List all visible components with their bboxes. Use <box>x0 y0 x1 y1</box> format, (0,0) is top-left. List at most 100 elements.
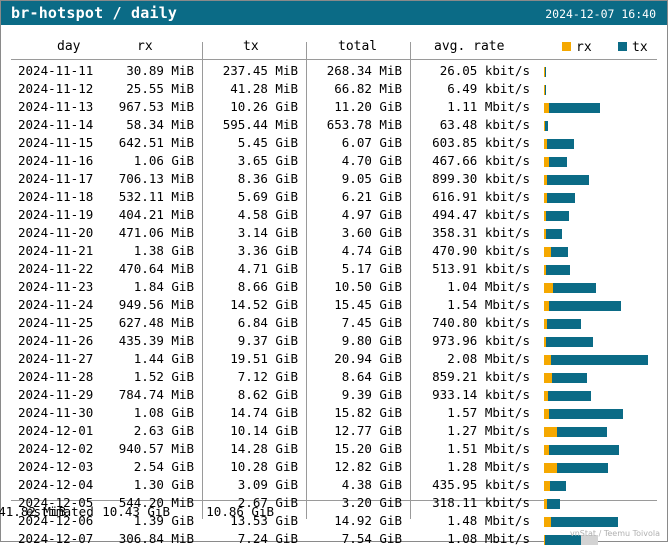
row-day: 2024-11-15 <box>18 135 94 150</box>
row-rx: 532.11 MiB <box>118 189 194 204</box>
row-rx: 2.54 GiB <box>133 459 194 474</box>
tx-bar <box>546 265 570 275</box>
table-row: 2024-11-17 706.13 MiB 8.36 GiB 9.05 GiB 899.… <box>0 171 668 189</box>
table-row: 2024-12-07 306.84 MiB 7.24 GiB 7.54 GiB 1.08… <box>0 531 668 549</box>
row-tx: 3.36 GiB <box>237 243 298 258</box>
rx-bar <box>544 463 557 473</box>
row-total: 14.92 GiB <box>334 513 402 528</box>
table-row: 2024-11-11 30.89 MiB 237.45 MiB 268.34 MiB 2… <box>0 63 668 81</box>
row-tx: 6.84 GiB <box>237 315 298 330</box>
estimated-rx: 441.82 MiB <box>0 504 66 519</box>
row-total: 5.17 GiB <box>341 261 402 276</box>
row-rx: 1.44 GiB <box>133 351 194 366</box>
rx-bar <box>544 139 548 149</box>
table-row: 2024-11-23 1.84 GiB 8.66 GiB 10.50 GiB 1.04 … <box>0 279 668 297</box>
credit-text: vnStat / Teemu Toivola <box>569 529 660 538</box>
row-rx: 544.20 MiB <box>118 495 194 510</box>
row-day: 2024-11-30 <box>18 405 94 420</box>
row-day: 2024-11-29 <box>18 387 94 402</box>
row-avg-rate: 1.54 Mbit/s <box>447 297 530 312</box>
estimate-divider <box>11 500 657 501</box>
table-row: 2024-11-25 627.48 MiB 6.84 GiB 7.45 GiB 740.… <box>0 315 668 333</box>
row-avg-rate: 1.57 Mbit/s <box>447 405 530 420</box>
table-row: 2024-11-15 642.51 MiB 5.45 GiB 6.07 GiB 603.… <box>0 135 668 153</box>
table-row: 2024-11-26 435.39 MiB 9.37 GiB 9.80 GiB 973.… <box>0 333 668 351</box>
row-avg-rate: 318.11 kbit/s <box>432 495 530 510</box>
row-rx: 967.53 MiB <box>118 99 194 114</box>
col-header-rx: rx <box>137 39 153 54</box>
row-avg-rate: 513.91 kbit/s <box>432 261 530 276</box>
row-total: 653.78 MiB <box>326 117 402 132</box>
row-tx: 10.28 GiB <box>230 459 298 474</box>
row-day: 2024-11-19 <box>18 207 94 222</box>
rx-bar <box>544 355 552 365</box>
tx-bar <box>547 319 581 329</box>
estimated-row: estimated 441.82 MiB 10.43 GiB 10.86 GiB <box>0 504 540 522</box>
rx-bar <box>544 121 545 131</box>
table-row: 2024-11-20 471.06 MiB 3.14 GiB 3.60 GiB 358.… <box>0 225 668 243</box>
tx-bar <box>547 391 591 401</box>
row-avg-rate: 1.48 Mbit/s <box>447 513 530 528</box>
table-row: 2024-11-22 470.64 MiB 4.71 GiB 5.17 GiB 513.… <box>0 261 668 279</box>
row-avg-rate: 973.96 kbit/s <box>432 333 530 348</box>
row-total: 9.80 GiB <box>341 333 402 348</box>
header-divider <box>11 59 657 60</box>
row-tx: 5.45 GiB <box>237 135 298 150</box>
row-day: 2024-12-05 <box>18 495 94 510</box>
rx-bar <box>544 445 549 455</box>
tx-bar <box>545 121 548 131</box>
row-rx: 940.57 MiB <box>118 441 194 456</box>
row-avg-rate: 1.27 Mbit/s <box>447 423 530 438</box>
legend-tx: tx <box>618 40 648 55</box>
row-rx: 1.84 GiB <box>133 279 194 294</box>
row-tx: 5.69 GiB <box>237 189 298 204</box>
tx-bar <box>547 175 589 185</box>
row-total: 15.20 GiB <box>334 441 402 456</box>
row-rx: 1.38 GiB <box>133 243 194 258</box>
row-avg-rate: 1.08 Mbit/s <box>447 531 530 546</box>
row-tx: 14.28 GiB <box>230 441 298 456</box>
row-total: 4.74 GiB <box>341 243 402 258</box>
table-row: 2024-11-29 784.74 MiB 8.62 GiB 9.39 GiB 933.… <box>0 387 668 405</box>
row-avg-rate: 494.47 kbit/s <box>432 207 530 222</box>
row-avg-rate: 1.04 Mbit/s <box>447 279 530 294</box>
row-tx: 8.62 GiB <box>237 387 298 402</box>
row-avg-rate: 470.90 kbit/s <box>432 243 530 258</box>
table-row: 2024-12-04 1.30 GiB 3.09 GiB 4.38 GiB 435.95… <box>0 477 668 495</box>
row-rx: 25.55 MiB <box>126 81 194 96</box>
rx-bar <box>544 337 547 347</box>
table-row: 2024-11-18 532.11 MiB 5.69 GiB 6.21 GiB 616.… <box>0 189 668 207</box>
rx-bar <box>544 499 547 509</box>
row-day: 2024-11-28 <box>18 369 94 384</box>
row-rx: 1.06 GiB <box>133 153 194 168</box>
col-header-total: total <box>338 39 378 54</box>
tx-bar <box>549 409 623 419</box>
row-tx: 7.12 GiB <box>237 369 298 384</box>
row-total: 66.82 MiB <box>334 81 402 96</box>
rx-bar <box>544 67 545 77</box>
tx-bar <box>550 481 566 491</box>
row-rx: 706.13 MiB <box>118 171 194 186</box>
row-day: 2024-11-20 <box>18 225 94 240</box>
tx-bar <box>548 445 620 455</box>
column-divider-tx-total <box>306 42 307 519</box>
row-day: 2024-11-16 <box>18 153 94 168</box>
row-total: 12.77 GiB <box>334 423 402 438</box>
row-day: 2024-11-18 <box>18 189 94 204</box>
row-day: 2024-12-01 <box>18 423 94 438</box>
row-avg-rate: 859.21 kbit/s <box>432 369 530 384</box>
row-rx: 58.34 MiB <box>126 117 194 132</box>
table-row: 2024-11-12 25.55 MiB 41.28 MiB 66.82 MiB 6.4… <box>0 81 668 99</box>
row-day: 2024-11-24 <box>18 297 94 312</box>
tx-bar <box>545 535 582 545</box>
row-avg-rate: 1.51 Mbit/s <box>447 441 530 456</box>
row-rx: 627.48 MiB <box>118 315 194 330</box>
rx-bar <box>544 229 547 239</box>
row-total: 9.05 GiB <box>341 171 402 186</box>
rx-bar <box>544 283 554 293</box>
interface-title: br-hotspot / daily <box>11 4 178 22</box>
table-row: 2024-11-14 58.34 MiB 595.44 MiB 653.78 MiB 6… <box>0 117 668 135</box>
row-total: 7.54 GiB <box>341 531 402 546</box>
row-rx: 470.64 MiB <box>118 261 194 276</box>
row-tx: 3.09 GiB <box>237 477 298 492</box>
